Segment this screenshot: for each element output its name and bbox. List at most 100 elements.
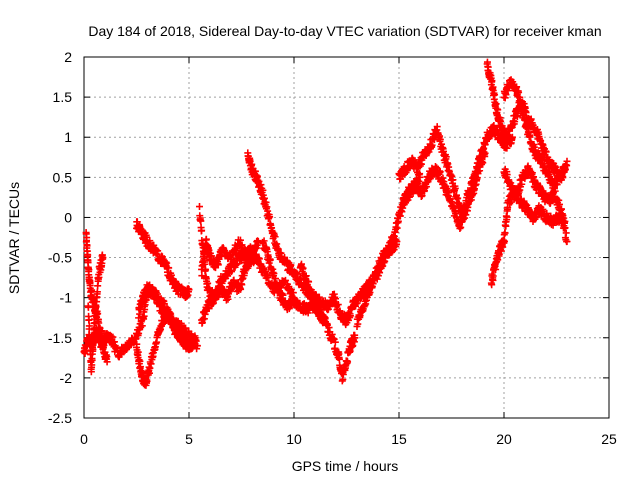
data-point — [492, 265, 500, 273]
data-point — [513, 83, 521, 91]
data-point — [248, 246, 256, 254]
series-track-i — [198, 243, 256, 327]
data-point — [558, 210, 566, 218]
data-point — [414, 169, 422, 177]
data-point — [436, 168, 444, 176]
data-point — [138, 322, 146, 330]
data-point — [134, 348, 142, 356]
data-point — [521, 115, 529, 123]
data-point — [515, 88, 523, 96]
y-tick-label: -0.5 — [48, 250, 72, 266]
data-points — [80, 58, 571, 389]
data-point — [416, 173, 424, 181]
y-tick-label: -2.5 — [48, 410, 72, 426]
series-track-f — [135, 282, 201, 353]
data-point — [553, 181, 561, 189]
data-point — [88, 286, 96, 294]
data-point — [154, 247, 162, 255]
data-point — [95, 273, 103, 281]
data-point — [507, 198, 515, 206]
x-tick-label: 25 — [601, 431, 617, 447]
y-tick-label: 0.5 — [53, 169, 73, 185]
data-point — [451, 184, 459, 192]
data-point — [165, 264, 173, 272]
data-point — [98, 333, 106, 341]
data-point — [488, 77, 496, 85]
series-track-t — [500, 162, 571, 246]
y-axis-label: SDTVAR / TECUs — [6, 182, 22, 294]
data-point — [449, 176, 457, 184]
data-point — [503, 171, 511, 179]
data-point — [489, 272, 497, 280]
data-point — [373, 271, 381, 279]
data-point — [281, 276, 289, 284]
data-point — [331, 338, 339, 346]
data-point — [143, 377, 151, 385]
series-track-l — [296, 260, 359, 385]
data-point — [205, 305, 213, 313]
series-track-c — [84, 251, 107, 376]
data-point — [202, 266, 210, 274]
data-point — [418, 192, 426, 200]
data-point — [305, 278, 313, 286]
x-axis-label: GPS time / hours — [292, 458, 399, 474]
data-point — [431, 162, 439, 170]
data-point — [302, 272, 310, 280]
data-point — [228, 268, 236, 276]
data-point — [491, 91, 499, 99]
data-point — [266, 256, 274, 264]
series-track-e — [133, 218, 193, 301]
data-point — [542, 148, 550, 156]
data-point — [185, 286, 193, 294]
data-point — [346, 312, 354, 320]
data-point — [135, 314, 143, 322]
data-point — [100, 341, 108, 349]
data-point — [93, 288, 101, 296]
y-tick-label: -1.5 — [48, 330, 72, 346]
data-point — [344, 358, 352, 366]
data-point — [85, 322, 93, 330]
y-tick-label: -1 — [60, 290, 73, 306]
data-point — [561, 224, 569, 232]
series-track-n — [353, 170, 424, 330]
data-point — [90, 333, 98, 341]
data-point — [335, 355, 343, 363]
y-tick-label: 1.5 — [53, 89, 73, 105]
data-point — [494, 106, 502, 114]
data-point — [433, 123, 441, 131]
data-point — [198, 226, 206, 234]
y-tick-label: 1 — [64, 129, 72, 145]
data-point — [99, 254, 107, 262]
data-point — [103, 358, 111, 366]
data-point — [511, 118, 519, 126]
data-point — [255, 255, 263, 263]
tick-labels: 0 5 10 15 20 25 -2.5 -2 -1.5 -1 -0.5 0 0.5 1 1.5 2 — [48, 49, 617, 447]
data-point — [551, 187, 559, 195]
data-point — [196, 203, 203, 211]
data-point — [479, 159, 487, 167]
data-point — [563, 157, 571, 165]
data-point — [266, 213, 274, 221]
data-point — [238, 241, 246, 249]
y-tick-label: 2 — [64, 49, 72, 65]
data-point — [442, 153, 450, 161]
data-point — [494, 256, 502, 264]
data-point — [351, 334, 359, 342]
x-tick-label: 20 — [496, 431, 512, 447]
data-point — [492, 100, 500, 108]
data-point — [83, 234, 91, 242]
data-point — [270, 269, 278, 277]
data-point — [197, 217, 205, 225]
data-point — [193, 342, 201, 350]
data-point — [428, 141, 436, 149]
data-point — [334, 301, 342, 309]
data-point — [91, 319, 99, 327]
data-point — [563, 238, 571, 246]
data-point — [346, 347, 354, 355]
data-point — [562, 229, 570, 237]
y-tick-label: -2 — [60, 370, 73, 386]
data-point — [88, 356, 96, 364]
data-point — [140, 312, 148, 320]
series-track-r — [500, 76, 571, 192]
